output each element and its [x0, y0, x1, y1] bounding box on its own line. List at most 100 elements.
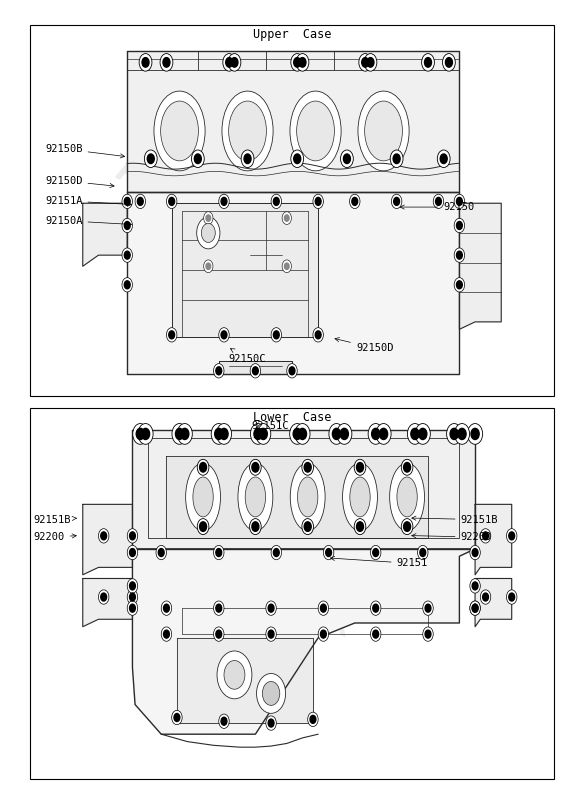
Circle shape: [471, 428, 479, 439]
Polygon shape: [127, 192, 460, 374]
Circle shape: [124, 198, 130, 206]
Circle shape: [354, 459, 366, 475]
Circle shape: [214, 601, 224, 615]
Text: 92150B: 92150B: [45, 144, 124, 158]
Circle shape: [371, 428, 380, 439]
Circle shape: [291, 54, 304, 71]
Circle shape: [175, 428, 183, 439]
Circle shape: [373, 549, 378, 557]
Circle shape: [373, 604, 378, 612]
Circle shape: [161, 601, 172, 615]
Circle shape: [254, 428, 262, 439]
Circle shape: [141, 428, 150, 439]
Circle shape: [231, 58, 238, 67]
Circle shape: [217, 651, 252, 698]
Circle shape: [164, 604, 169, 612]
Circle shape: [370, 627, 381, 642]
Circle shape: [393, 154, 400, 163]
Circle shape: [200, 522, 207, 531]
Circle shape: [122, 278, 133, 292]
Circle shape: [273, 198, 279, 206]
Circle shape: [133, 423, 148, 444]
Circle shape: [457, 251, 463, 259]
Circle shape: [252, 367, 258, 374]
Ellipse shape: [238, 463, 273, 531]
Circle shape: [122, 248, 133, 262]
Circle shape: [472, 604, 478, 612]
Ellipse shape: [364, 101, 402, 161]
Circle shape: [340, 428, 349, 439]
Circle shape: [313, 194, 324, 209]
Circle shape: [249, 459, 261, 475]
Circle shape: [161, 627, 172, 642]
Text: Lower  Case: Lower Case: [253, 410, 331, 424]
Circle shape: [401, 459, 413, 475]
Circle shape: [137, 198, 143, 206]
Circle shape: [368, 423, 383, 444]
Circle shape: [130, 593, 135, 601]
Circle shape: [262, 682, 280, 706]
Circle shape: [224, 661, 245, 690]
Circle shape: [166, 328, 177, 342]
Circle shape: [380, 428, 388, 439]
Polygon shape: [460, 203, 501, 330]
Circle shape: [130, 582, 135, 590]
Circle shape: [415, 423, 430, 444]
Circle shape: [268, 630, 274, 638]
Circle shape: [124, 251, 130, 259]
Text: 92151A: 92151A: [45, 196, 131, 206]
Circle shape: [101, 593, 107, 601]
Circle shape: [367, 58, 374, 67]
Circle shape: [436, 198, 442, 206]
Circle shape: [304, 522, 311, 531]
Circle shape: [480, 590, 491, 604]
Circle shape: [290, 423, 305, 444]
Circle shape: [373, 630, 378, 638]
Circle shape: [454, 218, 465, 233]
Circle shape: [252, 522, 259, 531]
Circle shape: [472, 604, 478, 612]
Circle shape: [364, 54, 377, 71]
Circle shape: [219, 194, 230, 209]
Polygon shape: [475, 578, 512, 626]
Circle shape: [376, 423, 391, 444]
Circle shape: [214, 364, 224, 378]
Ellipse shape: [229, 101, 266, 161]
Circle shape: [293, 428, 301, 439]
Circle shape: [216, 604, 222, 612]
Circle shape: [194, 154, 201, 163]
Circle shape: [454, 194, 465, 209]
Circle shape: [354, 518, 366, 534]
Circle shape: [172, 710, 182, 725]
Polygon shape: [219, 361, 292, 374]
Circle shape: [332, 428, 340, 439]
Text: PartsRepublik: PartsRepublik: [134, 506, 357, 644]
Circle shape: [480, 529, 491, 543]
Polygon shape: [177, 638, 313, 723]
Circle shape: [156, 546, 166, 560]
Circle shape: [223, 54, 235, 71]
Polygon shape: [83, 578, 133, 626]
Text: 92200: 92200: [412, 532, 492, 542]
Circle shape: [404, 462, 411, 472]
Circle shape: [470, 601, 480, 615]
Circle shape: [139, 54, 152, 71]
Circle shape: [136, 428, 144, 439]
Ellipse shape: [297, 101, 335, 161]
Circle shape: [420, 549, 426, 557]
Polygon shape: [133, 549, 475, 734]
Text: PartsRepublik: PartsRepublik: [110, 156, 334, 294]
Ellipse shape: [358, 91, 409, 171]
Circle shape: [506, 529, 517, 543]
Circle shape: [454, 423, 470, 444]
Circle shape: [302, 459, 314, 475]
Circle shape: [340, 150, 353, 167]
Circle shape: [158, 549, 164, 557]
Ellipse shape: [343, 463, 377, 531]
Circle shape: [401, 518, 413, 534]
Circle shape: [321, 630, 326, 638]
Circle shape: [470, 601, 480, 615]
Circle shape: [370, 601, 381, 615]
Circle shape: [390, 150, 403, 167]
Circle shape: [282, 212, 291, 225]
